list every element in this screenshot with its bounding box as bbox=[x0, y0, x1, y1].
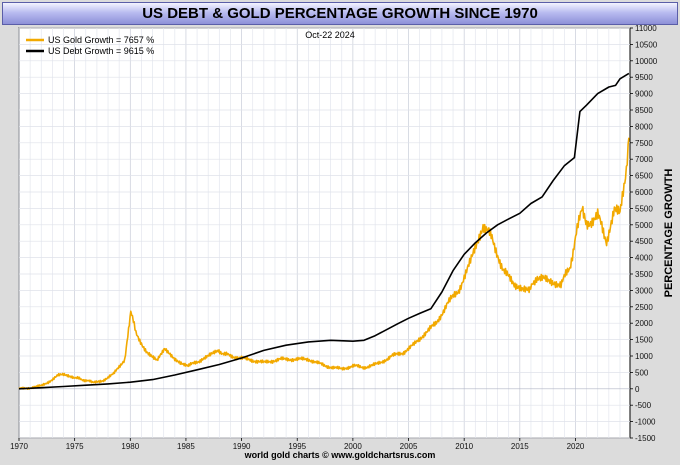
y-tick-label: -1000 bbox=[635, 418, 656, 427]
date-label: Oct-22 2024 bbox=[305, 30, 355, 40]
footer-credit: world gold charts © www.goldchartsrus.co… bbox=[244, 450, 436, 460]
plot-area bbox=[18, 27, 631, 439]
series-line-debt bbox=[18, 72, 630, 390]
legend-entry: US Gold Growth = 7657 % bbox=[48, 35, 154, 45]
y-tick-label: 0 bbox=[635, 385, 640, 394]
y-tick-label: 3000 bbox=[635, 286, 653, 295]
x-tick-label: 1985 bbox=[177, 442, 195, 451]
x-tick-label: 2015 bbox=[511, 442, 529, 451]
y-tick-label: 500 bbox=[635, 368, 649, 377]
y-tick-label: -1500 bbox=[635, 434, 656, 443]
x-tick-label: 2000 bbox=[344, 442, 362, 451]
y-tick-label: 7500 bbox=[635, 139, 653, 148]
y-tick-label: 4000 bbox=[635, 254, 653, 263]
legend: US Gold Growth = 7657 %US Debt Growth = … bbox=[26, 35, 154, 56]
series-line-gold bbox=[18, 137, 630, 390]
series-layer bbox=[18, 72, 630, 390]
y-tick-label: 5500 bbox=[635, 204, 653, 213]
y-tick-label: 9000 bbox=[635, 90, 653, 99]
y-tick-label: 11000 bbox=[635, 24, 657, 33]
y-tick-label: 3500 bbox=[635, 270, 653, 279]
y-tick-label: 8500 bbox=[635, 106, 653, 115]
legend-entry: US Debt Growth = 9615 % bbox=[48, 46, 154, 56]
y-tick-label: 1000 bbox=[635, 352, 653, 361]
x-tick-label: 2020 bbox=[567, 442, 585, 451]
x-tick-label: 2005 bbox=[400, 442, 418, 451]
chart-title-bar: US DEBT & GOLD PERCENTAGE GROWTH SINCE 1… bbox=[2, 2, 678, 25]
x-tick-label: 1980 bbox=[121, 442, 139, 451]
y-tick-label: 6500 bbox=[635, 172, 653, 181]
y-tick-label: 2500 bbox=[635, 303, 653, 312]
y-tick-label: 1500 bbox=[635, 336, 653, 345]
y-tick-label: 5000 bbox=[635, 221, 653, 230]
y-tick-label: 9500 bbox=[635, 73, 653, 82]
y-tick-label: 10000 bbox=[635, 57, 658, 66]
y-tick-label: -500 bbox=[635, 401, 652, 410]
y-tick-label: 4500 bbox=[635, 237, 653, 246]
y-tick-label: 6000 bbox=[635, 188, 653, 197]
x-tick-label: 1995 bbox=[288, 442, 306, 451]
y-tick-label: 7000 bbox=[635, 155, 653, 164]
y-tick-label: 2000 bbox=[635, 319, 653, 328]
x-tick-label: 1975 bbox=[66, 442, 84, 451]
y-tick-label: 10500 bbox=[635, 40, 658, 49]
x-tick-label: 2010 bbox=[455, 442, 473, 451]
y-tick-label: 8000 bbox=[635, 122, 653, 131]
y-axis-label: PERCENTAGE GROWTH bbox=[663, 169, 675, 298]
axis-layer: 1970 1975 1980 1985 1990 1995 2000 2005 2010 2015… bbox=[10, 24, 658, 451]
x-tick-label: 1970 bbox=[10, 442, 28, 451]
x-tick-label: 1990 bbox=[233, 442, 251, 451]
